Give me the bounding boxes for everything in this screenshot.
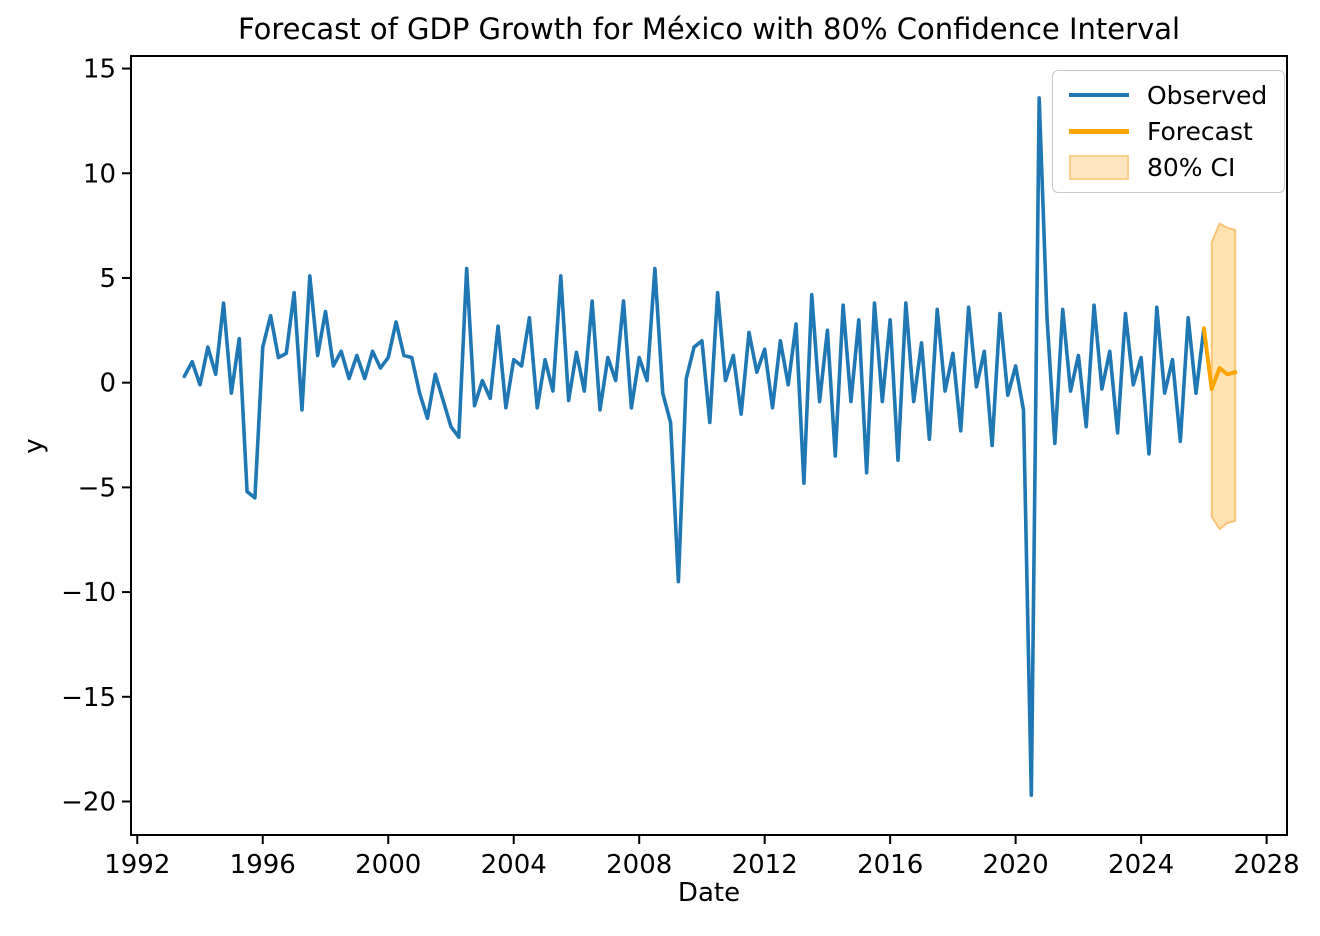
legend: Observed Forecast 80% CI — [1052, 70, 1285, 193]
y-axis-label: y — [19, 438, 49, 454]
y-tick-label: −15 — [61, 683, 116, 713]
legend-label-observed: Observed — [1147, 80, 1268, 110]
x-tick-label: 1992 — [104, 850, 170, 880]
legend-item-forecast: Forecast — [1063, 113, 1274, 149]
observed-line — [182, 96, 1206, 798]
forecast-line — [1201, 326, 1238, 391]
y-tick-label: 10 — [83, 159, 116, 189]
legend-item-observed: Observed — [1063, 77, 1274, 113]
observed-line-swatch — [1069, 92, 1129, 98]
x-tick-label: 1996 — [230, 850, 296, 880]
x-tick-label: 2028 — [1234, 850, 1300, 880]
ci-band — [1210, 222, 1237, 531]
x-tick-label: 2012 — [732, 850, 798, 880]
chart-title: Forecast of GDP Growth for México with 8… — [237, 12, 1181, 46]
x-axis-label: Date — [677, 878, 741, 908]
y-tick-label: −10 — [61, 578, 116, 608]
legend-label-forecast: Forecast — [1147, 116, 1253, 146]
plot-border — [130, 55, 1288, 836]
y-tick-label: −5 — [78, 473, 116, 503]
x-tick-label: 2000 — [355, 850, 421, 880]
forecast-line-swatch — [1069, 129, 1129, 134]
x-tick-label: 2024 — [1108, 850, 1174, 880]
x-tick-label: 2020 — [983, 850, 1049, 880]
x-tick-label: 2016 — [857, 850, 923, 880]
legend-label-ci: 80% CI — [1147, 153, 1236, 183]
x-tick-label: 2008 — [606, 850, 672, 880]
y-tick-label: 5 — [99, 264, 116, 294]
legend-item-ci: 80% CI — [1063, 150, 1274, 186]
ci-patch-swatch — [1069, 155, 1129, 181]
y-tick-label: −20 — [61, 787, 116, 817]
x-tick-label: 2004 — [481, 850, 547, 880]
y-tick-label: 0 — [99, 369, 116, 399]
y-tick-label: 15 — [83, 55, 116, 85]
